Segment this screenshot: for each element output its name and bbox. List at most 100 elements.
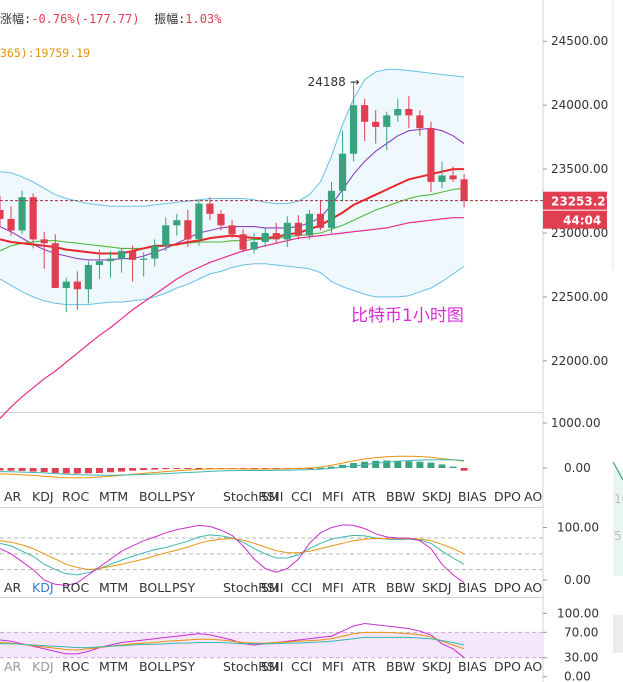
indicator-tab-bbw[interactable]: BBW [386,580,415,595]
macd-dif-line [0,455,465,479]
candle [239,229,247,253]
macd-bar [162,468,170,470]
indicator-tab-mtm[interactable]: MTM [99,659,128,674]
countdown-tag [543,210,607,229]
candle [162,217,170,251]
candle-body [405,109,413,116]
side-panel-line [612,461,623,481]
candle [117,248,126,273]
indicator-tab-atr[interactable]: ATR [352,489,376,504]
indicator-tab-bbw[interactable]: BBW [386,659,415,674]
side-panel-scroll [613,615,623,653]
indicator-tab-kdj[interactable]: KDJ [32,659,54,674]
indicator-tab-psy[interactable]: PSY [172,580,195,595]
indicator-tab-smi[interactable]: SMI [261,580,283,595]
candle-body [217,213,225,226]
indicator-tab-roc[interactable]: ROC [62,489,90,504]
candle [383,111,391,150]
candle-body [438,175,446,182]
indicator-tab-cci[interactable]: CCI [291,580,312,595]
candle [106,250,115,278]
macd-tick-label: 0.00 [564,461,591,475]
candle [40,231,48,269]
candle-body [394,109,402,116]
candle [129,245,137,282]
ma-mid-line [0,187,465,252]
candle [460,174,468,208]
indicator-tab-dpo[interactable]: DPO [494,659,521,674]
indicator-tab-bias[interactable]: BIAS [458,489,487,504]
indicator-tab-stochrsi[interactable]: StochRSI [223,580,279,595]
indicator-tab-mfi[interactable]: MFI [322,489,344,504]
macd-bar [184,468,192,469]
indicator-tab-ar[interactable]: AR [4,580,22,595]
indicator-tab-boll[interactable]: BOLL [139,580,171,595]
candle [0,195,4,227]
ma-long-line [0,217,465,419]
candle [449,166,457,182]
indicator-tab-cci[interactable]: CCI [291,489,312,504]
indicator-tab-dpo[interactable]: DPO [494,580,521,595]
indicator-tab-roc[interactable]: ROC [62,580,90,595]
indicator-tab-bias[interactable]: BIAS [458,659,487,674]
candle-body [372,121,380,127]
candle-body [460,179,468,201]
indicator-tab-psy[interactable]: PSY [172,659,195,674]
indicator-tab-cci[interactable]: CCI [291,659,312,674]
price-tick-label: 24500.00 [551,34,608,48]
chart-caption: 比特币1小时图 [351,306,464,326]
indicator-tab-mtm[interactable]: MTM [99,580,128,595]
indicator-tab-stochrsi[interactable]: StochRSI [223,659,279,674]
indicator-tab-dpo[interactable]: DPO [494,489,521,504]
indicator-tab-ar[interactable]: AR [4,489,22,504]
macd-bar [449,466,457,468]
indicator-tab-psy[interactable]: PSY [172,489,195,504]
indicator-tab-skdj[interactable]: SKDJ [422,489,451,504]
candle-body [195,203,203,240]
price-tick-label: 23500.00 [551,162,608,176]
indicator-tab-skdj[interactable]: SKDJ [422,659,451,674]
indicator-tab-smi[interactable]: SMI [261,659,283,674]
macd-bar [129,468,137,471]
indicator-tab-roc[interactable]: ROC [62,659,90,674]
indicator-tab-bbw[interactable]: BBW [386,489,415,504]
candle-body [272,233,280,240]
candle [18,190,26,235]
indicator-tab-atr[interactable]: ATR [352,659,376,674]
candle [184,210,192,248]
indicator-tab-kdj[interactable]: KDJ [32,489,54,504]
macd-bar [383,460,391,468]
candle-body [327,190,336,228]
candle [405,96,413,129]
indicator-tab-ao[interactable]: AO [524,580,542,595]
indicator-tab-boll[interactable]: BOLL [139,659,171,674]
indicator-tab-mfi[interactable]: MFI [322,659,344,674]
indicator-tab-ao[interactable]: AO [524,659,542,674]
candle-body [416,115,424,129]
side-panel-label-5: 5 [614,529,622,543]
amplitude-value: 1.03% [185,12,222,26]
macd-bar [416,461,424,468]
indicator-tab-ar[interactable]: AR [4,659,22,674]
indicator-tab-skdj[interactable]: SKDJ [422,580,451,595]
kdj-k-line [0,534,465,576]
change-label: 涨幅: [0,12,32,26]
indicator-tab-atr[interactable]: ATR [352,580,376,595]
indicator-tab-mfi[interactable]: MFI [322,580,344,595]
indicator-tab-stochrsi[interactable]: StochRSI [223,489,279,504]
indicator-tab-kdj[interactable]: KDJ [32,580,54,595]
indicator-tab-ao[interactable]: AO [524,489,542,504]
candle [372,110,380,144]
indicator-tab-smi[interactable]: SMI [261,489,283,504]
indicator-tab-bias[interactable]: BIAS [458,580,487,595]
candle [140,252,148,277]
macd-bar [316,467,324,469]
candle [316,199,325,231]
rsi-tick-label: 100.00 [557,606,599,620]
candle-body [106,258,115,262]
indicator-tab-boll[interactable]: BOLL [139,489,171,504]
candle-body [283,222,291,240]
indicator-tab-mtm[interactable]: MTM [99,489,128,504]
macd-tick-label: 1000.00 [551,416,601,430]
